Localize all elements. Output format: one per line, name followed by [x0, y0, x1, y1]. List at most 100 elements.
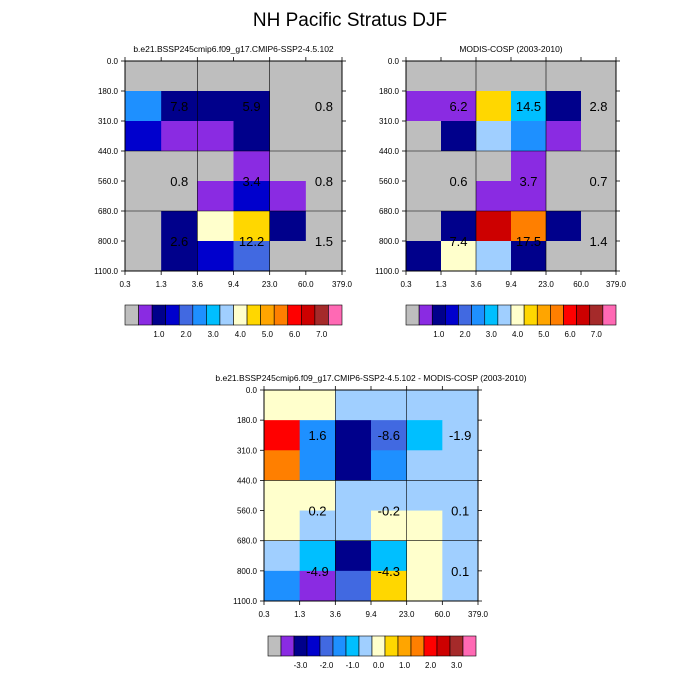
- colorbar-swatch: [206, 304, 221, 326]
- heatmap-cell: [305, 241, 343, 272]
- heatmap-cell: [299, 450, 336, 481]
- heatmap-cell: [233, 91, 271, 122]
- heatmap-cell: [264, 570, 301, 602]
- y-tick-label: 800.0: [98, 237, 119, 246]
- heatmap-cell: [269, 211, 307, 242]
- heatmap-cell: [581, 151, 617, 182]
- colorbar-label: 4.0: [235, 330, 247, 339]
- heatmap-cell: [197, 61, 234, 92]
- heatmap-cell: [335, 450, 372, 481]
- heatmap-cell: [299, 540, 336, 572]
- colorbar-label: 6.0: [289, 330, 301, 339]
- x-tick-label: 379.0: [606, 280, 627, 289]
- heatmap-cell: [441, 211, 477, 242]
- heatmap-cell: [476, 211, 512, 242]
- heatmap-cell: [406, 181, 442, 212]
- colorbar-label: 7.0: [316, 330, 328, 339]
- heatmap-cell: [269, 91, 307, 122]
- colorbar-swatch: [497, 304, 512, 326]
- heatmap-cell: [546, 151, 582, 182]
- y-tick-label: 0.0: [107, 57, 119, 66]
- cell-annotation: 5.9: [243, 99, 261, 114]
- colorbar-swatch: [550, 304, 564, 326]
- heatmap-cell: [335, 480, 372, 511]
- heatmap-cell: [442, 570, 479, 602]
- heatmap-cell: [233, 151, 271, 182]
- y-tick-label: 680.0: [98, 207, 119, 216]
- heatmap-cell: [197, 151, 234, 182]
- x-tick-label: 3.6: [192, 280, 204, 289]
- cell-annotation: 2.8: [589, 99, 607, 114]
- heatmap-cell: [371, 420, 408, 451]
- heatmap-cell: [299, 420, 336, 451]
- colorbar-swatch: [306, 635, 321, 657]
- heatmap-cell: [197, 121, 234, 152]
- x-tick-label: 60.0: [435, 610, 451, 619]
- heatmap-cell: [406, 241, 442, 272]
- y-tick-label: 560.0: [237, 507, 258, 516]
- y-tick-label: 310.0: [237, 446, 258, 455]
- x-tick-label: 379.0: [332, 280, 353, 289]
- x-tick-label: 23.0: [262, 280, 278, 289]
- colorbar-swatch: [151, 304, 166, 326]
- colorbar-swatch: [287, 304, 302, 326]
- colorbar-swatch: [449, 635, 464, 657]
- cell-annotation: -4.3: [378, 564, 400, 579]
- colorbar-label: 7.0: [591, 330, 603, 339]
- cell-annotation: 2.6: [170, 234, 188, 249]
- heatmap-cell: [581, 91, 617, 122]
- colorbar-swatch: [418, 304, 433, 326]
- colorbar-swatch: [484, 304, 499, 326]
- cell-annotation: 0.8: [315, 99, 333, 114]
- heatmap-cell: [406, 390, 443, 421]
- heatmap-cell: [406, 151, 442, 182]
- cell-annotation: 0.7: [589, 174, 607, 189]
- heatmap-cell: [441, 241, 477, 272]
- colorbar-swatch: [589, 304, 604, 326]
- cell-annotation: 0.1: [451, 564, 469, 579]
- heatmap-cell: [511, 121, 547, 152]
- heatmap-cell: [442, 420, 479, 451]
- cell-annotation: 3.4: [243, 174, 261, 189]
- colorbar-swatch: [165, 304, 180, 326]
- heatmap-cell: [511, 91, 547, 122]
- heatmap-cell: [335, 510, 372, 542]
- colorbar-swatch: [397, 635, 412, 657]
- heatmap-cell: [406, 91, 442, 122]
- colorbar-swatch: [462, 635, 477, 657]
- colorbar-swatch: [523, 304, 538, 326]
- y-tick-label: 800.0: [237, 567, 258, 576]
- cell-annotation: -4.9: [306, 564, 328, 579]
- cell-annotation: 0.1: [451, 504, 469, 519]
- cell-annotation: 0.8: [170, 174, 188, 189]
- heatmap-cell: [161, 61, 198, 92]
- heatmap-cell: [299, 510, 336, 542]
- heatmap-cell: [371, 540, 408, 572]
- y-tick-label: 680.0: [237, 537, 258, 546]
- heatmap-cell: [264, 450, 301, 481]
- x-tick-label: 379.0: [468, 610, 489, 619]
- colorbar-label: 2.0: [460, 330, 472, 339]
- heatmap-cell: [125, 91, 162, 122]
- y-tick-label: 1100.0: [233, 597, 257, 606]
- heatmap-cell: [299, 480, 336, 511]
- heatmap-cell: [233, 121, 271, 152]
- heatmap-cell: [371, 390, 408, 421]
- heatmap-cell: [125, 151, 162, 182]
- heatmap-cell: [406, 121, 442, 152]
- heatmap-cell: [371, 480, 408, 511]
- heatmap-cell: [299, 390, 336, 421]
- x-tick-label: 60.0: [573, 280, 589, 289]
- heatmap-cell: [546, 61, 582, 92]
- colorbar-swatch: [405, 304, 420, 326]
- colorbar-swatch: [458, 304, 472, 326]
- y-tick-label: 0.0: [246, 386, 258, 395]
- heatmap-cell: [125, 241, 162, 272]
- colorbar-swatch: [280, 635, 295, 657]
- heatmap-cell: [233, 181, 271, 212]
- y-tick-label: 800.0: [379, 237, 400, 246]
- heatmap-cell: [371, 570, 408, 602]
- heatmap-cell: [442, 480, 479, 511]
- heatmap-cell: [476, 61, 512, 92]
- heatmap-cell: [264, 510, 301, 542]
